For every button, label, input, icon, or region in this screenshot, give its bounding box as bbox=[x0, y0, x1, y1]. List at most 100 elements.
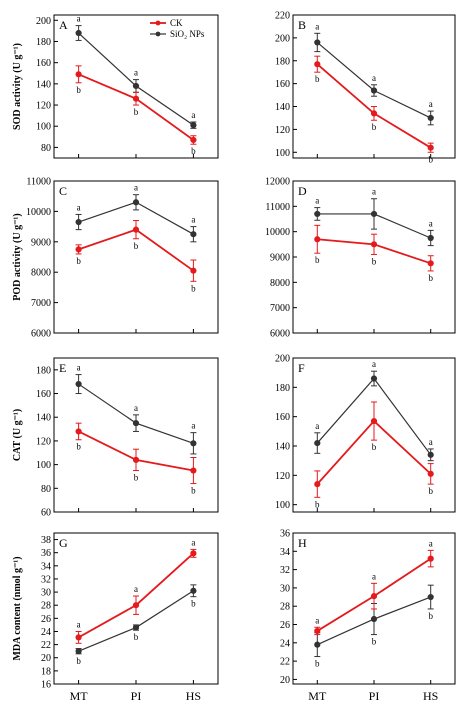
panel-g-letter: G bbox=[59, 536, 68, 550]
panel-g-sio2-letter-0: b bbox=[76, 656, 81, 666]
panel-d-ck-point bbox=[370, 241, 378, 248]
panel-f-ytick-label-5: 200 bbox=[275, 354, 290, 365]
panel-e-ytick-label-5: 160 bbox=[36, 389, 51, 400]
panel-b-sio2-letter-0: a bbox=[315, 21, 319, 31]
panel-b-ytick-label-0: 100 bbox=[275, 148, 290, 159]
panel-c-ck-letter-0: b bbox=[76, 256, 81, 266]
panel-g-sio2-point bbox=[190, 587, 197, 594]
panel-g-ytick-label-6: 28 bbox=[41, 601, 51, 612]
panel-b-sio2-letter-2: a bbox=[429, 99, 433, 109]
panel-b-sio2-point bbox=[370, 87, 378, 94]
panel-f-sio2-letter-0: a bbox=[315, 421, 319, 431]
panel-h-sio2-letter-2: b bbox=[428, 611, 433, 621]
panel-f-ck-point bbox=[370, 417, 378, 425]
panel-b-ck-point bbox=[370, 110, 378, 117]
panel-g-sio2-letter-2: b bbox=[191, 599, 196, 609]
panel-c-ck-point bbox=[190, 267, 197, 274]
panel-b-letter: B bbox=[298, 18, 306, 32]
panel-b-ytick-label-6: 220 bbox=[275, 11, 290, 22]
panel-a-ck-letter-1: b bbox=[134, 107, 139, 117]
panel-e-ytick-label-2: 100 bbox=[36, 460, 51, 471]
panel-e-sio2-letter-2: a bbox=[191, 421, 195, 431]
panel-c-ytick-label-4: 10000 bbox=[26, 207, 51, 218]
panel-e-ck-point bbox=[132, 456, 140, 463]
panel-e-sio2-point bbox=[132, 420, 140, 427]
panel-d-ytick-label-0: 6000 bbox=[270, 329, 290, 340]
panel-g-ck-letter-0: a bbox=[77, 619, 81, 629]
panel-h-ytick-label-2: 24 bbox=[280, 638, 290, 649]
panel-e-sio2-point bbox=[75, 380, 82, 388]
panel-d-ytick-label-6: 12000 bbox=[265, 177, 290, 188]
panel-g-ytick-label-4: 24 bbox=[41, 627, 51, 638]
panel-b-ytick-label-4: 180 bbox=[275, 56, 290, 67]
panel-g-xcat-label-2: HS bbox=[186, 689, 201, 703]
panel-c-sio2-point bbox=[75, 218, 82, 226]
legend-sio2-marker bbox=[155, 31, 161, 37]
panel-h-ytick-label-3: 26 bbox=[280, 620, 290, 631]
panel-h-ytick-label-7: 34 bbox=[280, 547, 290, 558]
panel-a-ck-letter-0: b bbox=[76, 85, 81, 95]
panel-g-sio2-letter-1: b bbox=[134, 632, 139, 642]
panel-a-sio2-point bbox=[132, 82, 140, 90]
panel-h-xcat-label-0: MT bbox=[308, 689, 327, 703]
panel-b-ytick-label-3: 160 bbox=[275, 79, 290, 90]
panel-h-letter: H bbox=[298, 536, 307, 550]
panel-d-sio2-point bbox=[370, 210, 378, 218]
panel-c-sio2-point bbox=[190, 231, 197, 238]
panel-b-ck-letter-1: b bbox=[372, 122, 377, 132]
panel-h-ck-point bbox=[427, 555, 434, 562]
panel-c-ck-point bbox=[75, 246, 82, 253]
panel-b-ck-letter-2: b bbox=[428, 154, 433, 164]
panel-h-ytick-label-5: 30 bbox=[280, 583, 290, 594]
panel-h-ck-letter-0: a bbox=[315, 615, 319, 625]
panel-b-sio2-letter-1: a bbox=[372, 73, 376, 83]
panel-f-sio2-point bbox=[427, 451, 434, 458]
panel-c-ytick-label-3: 9000 bbox=[31, 237, 51, 248]
panel-d-ytick-label-4: 10000 bbox=[265, 227, 290, 238]
panel-g-ck-letter-1: a bbox=[134, 584, 138, 594]
panel-h-sio2-point bbox=[427, 593, 434, 601]
panel-g-ytick-label-3: 22 bbox=[41, 640, 51, 651]
legend-ck-marker bbox=[155, 20, 161, 26]
panel-e-ytick-label-1: 80 bbox=[41, 484, 51, 495]
panel-c-ytick-label-0: 6000 bbox=[31, 329, 51, 340]
panel-e-ck-point bbox=[75, 428, 82, 435]
panel-c-sio2-letter-0: a bbox=[77, 202, 81, 212]
panel-c-ytick-label-2: 8000 bbox=[31, 268, 51, 279]
panel-g-ytick-label-8: 32 bbox=[41, 574, 51, 585]
panel-g-sio2-point bbox=[75, 648, 82, 655]
panel-d-ck-point bbox=[427, 260, 434, 267]
panel-g-ytick-label-1: 18 bbox=[41, 666, 51, 677]
panel-g-ck-letter-2: a bbox=[191, 537, 195, 547]
panel-f-ck-point bbox=[314, 481, 321, 488]
panel-f-ytick-label-2: 140 bbox=[275, 442, 290, 453]
panel-b-ytick-label-2: 140 bbox=[275, 102, 290, 113]
panel-d-ytick-label-1: 7000 bbox=[270, 303, 290, 314]
panel-h-xcat-label-2: HS bbox=[423, 689, 438, 703]
panel-h-ytick-label-8: 36 bbox=[280, 529, 290, 540]
panel-a-ytick-label-4: 160 bbox=[36, 58, 51, 69]
panel-f-sio2-letter-1: a bbox=[372, 359, 376, 369]
panel-b-ytick-label-1: 120 bbox=[275, 125, 290, 136]
panel-h-ytick-label-4: 28 bbox=[280, 602, 290, 613]
panel-b-sio2-point bbox=[427, 114, 434, 122]
panel-h-ck-point bbox=[314, 627, 321, 635]
panel-d-ytick-label-3: 9000 bbox=[270, 253, 290, 264]
panel-e-ytick-label-4: 140 bbox=[36, 413, 51, 424]
panel-a-ck-letter-2: b bbox=[191, 146, 196, 156]
panel-g-ytick-label-7: 30 bbox=[41, 588, 51, 599]
panel-h-ck-point bbox=[370, 593, 378, 600]
panel-d-ck-point bbox=[314, 236, 321, 243]
panel-e-ytick-label-6: 180 bbox=[36, 365, 51, 376]
panel-h-ytick-label-1: 22 bbox=[280, 657, 290, 668]
panel-d-ytick-label-2: 8000 bbox=[270, 278, 290, 289]
panel-b-sio2-point bbox=[314, 39, 321, 46]
legend-sio2-label: SiO₂ NPs bbox=[170, 29, 205, 39]
panel-e-ytick-label-3: 120 bbox=[36, 436, 51, 447]
panel-a-ytick-label-2: 120 bbox=[36, 101, 51, 112]
panel-a-ck-point bbox=[132, 95, 140, 102]
panel-h-ytick-label-6: 32 bbox=[280, 565, 290, 576]
panel-e-sio2-point bbox=[190, 440, 197, 447]
panel-e-sio2-letter-1: a bbox=[134, 403, 138, 413]
panel-f-ytick-label-3: 160 bbox=[275, 412, 290, 423]
